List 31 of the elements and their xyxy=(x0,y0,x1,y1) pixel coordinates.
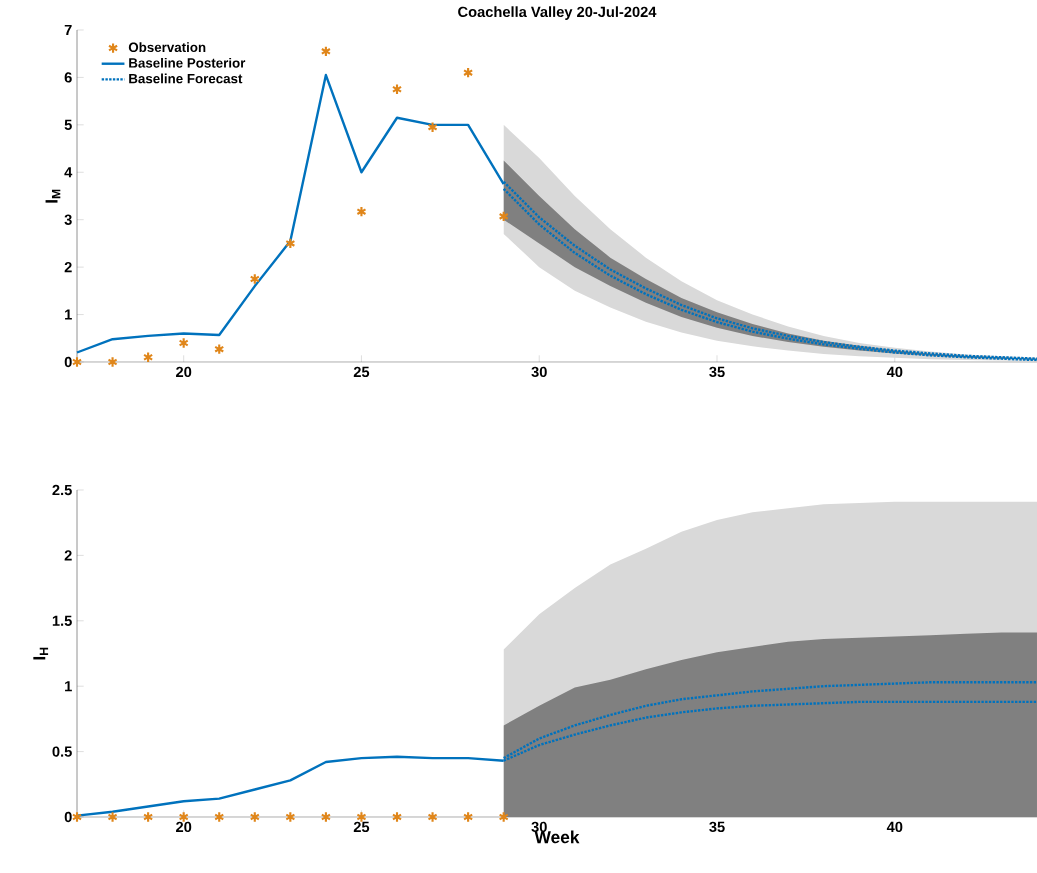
y-tick-label: 5 xyxy=(64,119,72,130)
x-axis-title: Week xyxy=(534,830,580,844)
y-tick-label: 3 xyxy=(64,214,72,225)
y-tick-label: 2 xyxy=(64,262,72,273)
x-tick-label: 40 xyxy=(886,821,903,833)
x-tick-label: 20 xyxy=(176,366,192,378)
y-tick-label: 1.5 xyxy=(52,615,72,626)
y-tick-label: 1 xyxy=(65,309,72,320)
x-tick-label: 35 xyxy=(709,366,725,378)
legend-label: Observation xyxy=(128,42,206,53)
y-tick-label: 7 xyxy=(64,24,72,36)
y-tick-label: 2 xyxy=(64,550,72,561)
y-tick-label: 0 xyxy=(64,356,72,368)
y-tick-label: 1 xyxy=(65,681,72,692)
y-axis-title: I$_{H}$ xyxy=(33,647,49,660)
x-tick-label: 25 xyxy=(353,366,370,378)
y-tick-label: 0.5 xyxy=(52,746,72,757)
x-tick-label: 30 xyxy=(531,821,547,833)
x-tick-label: 40 xyxy=(886,366,903,378)
y-tick-label: 0 xyxy=(64,811,72,823)
x-tick-label: 20 xyxy=(176,821,192,833)
y-tick-label: 2.5 xyxy=(52,484,72,496)
y-tick-label: 6 xyxy=(64,72,72,83)
x-tick-label: 35 xyxy=(709,821,725,833)
x-tick-label: 25 xyxy=(353,821,370,833)
legend-label: Baseline Posterior xyxy=(129,57,246,68)
y-tick-label: 4 xyxy=(64,167,73,178)
x-tick-label: 30 xyxy=(531,366,547,378)
y-axis-title: I$_{M}$ xyxy=(45,189,61,203)
chart-title: Coachella Valley 20-Jul-2024 xyxy=(458,6,657,20)
legend-label: Baseline Forecast xyxy=(129,73,243,84)
